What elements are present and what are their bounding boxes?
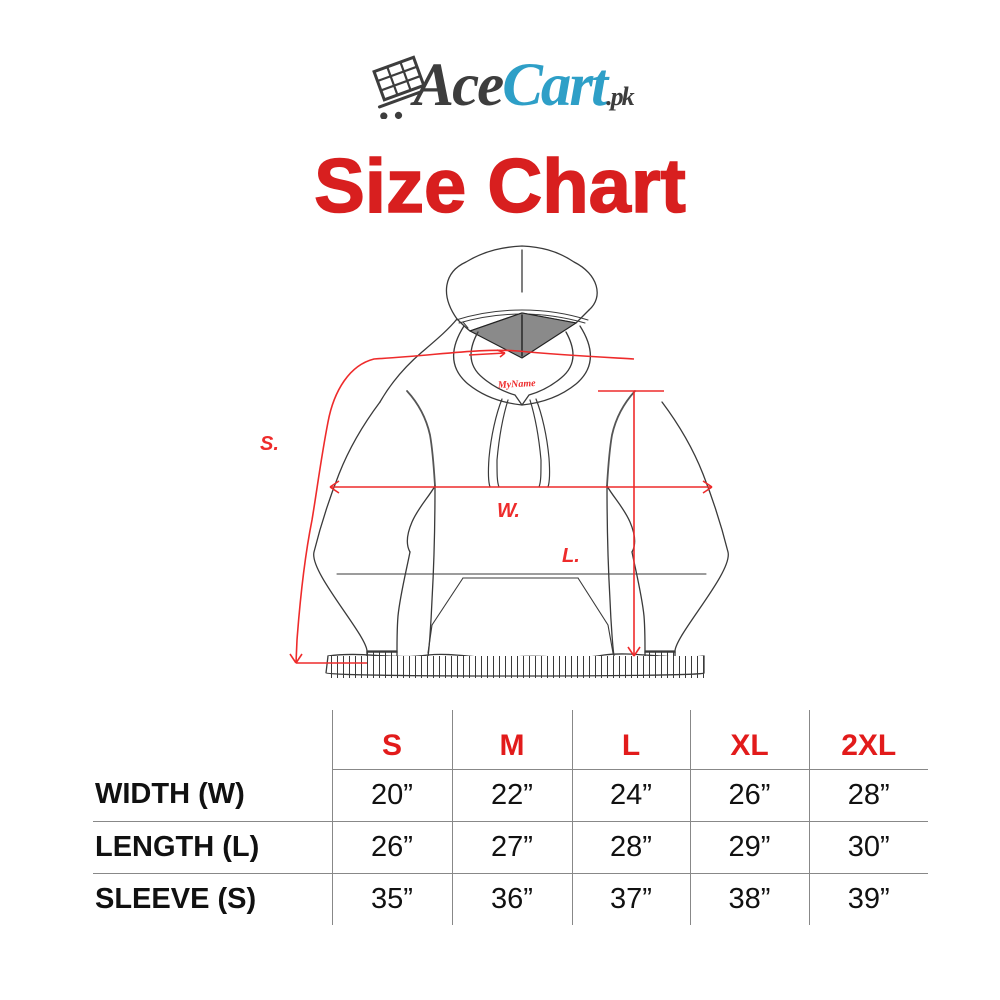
svg-text:S.: S. <box>260 433 279 455</box>
svg-text:L.: L. <box>562 545 580 567</box>
svg-text:MyName: MyName <box>497 378 537 391</box>
svg-text:W.: W. <box>497 500 520 522</box>
